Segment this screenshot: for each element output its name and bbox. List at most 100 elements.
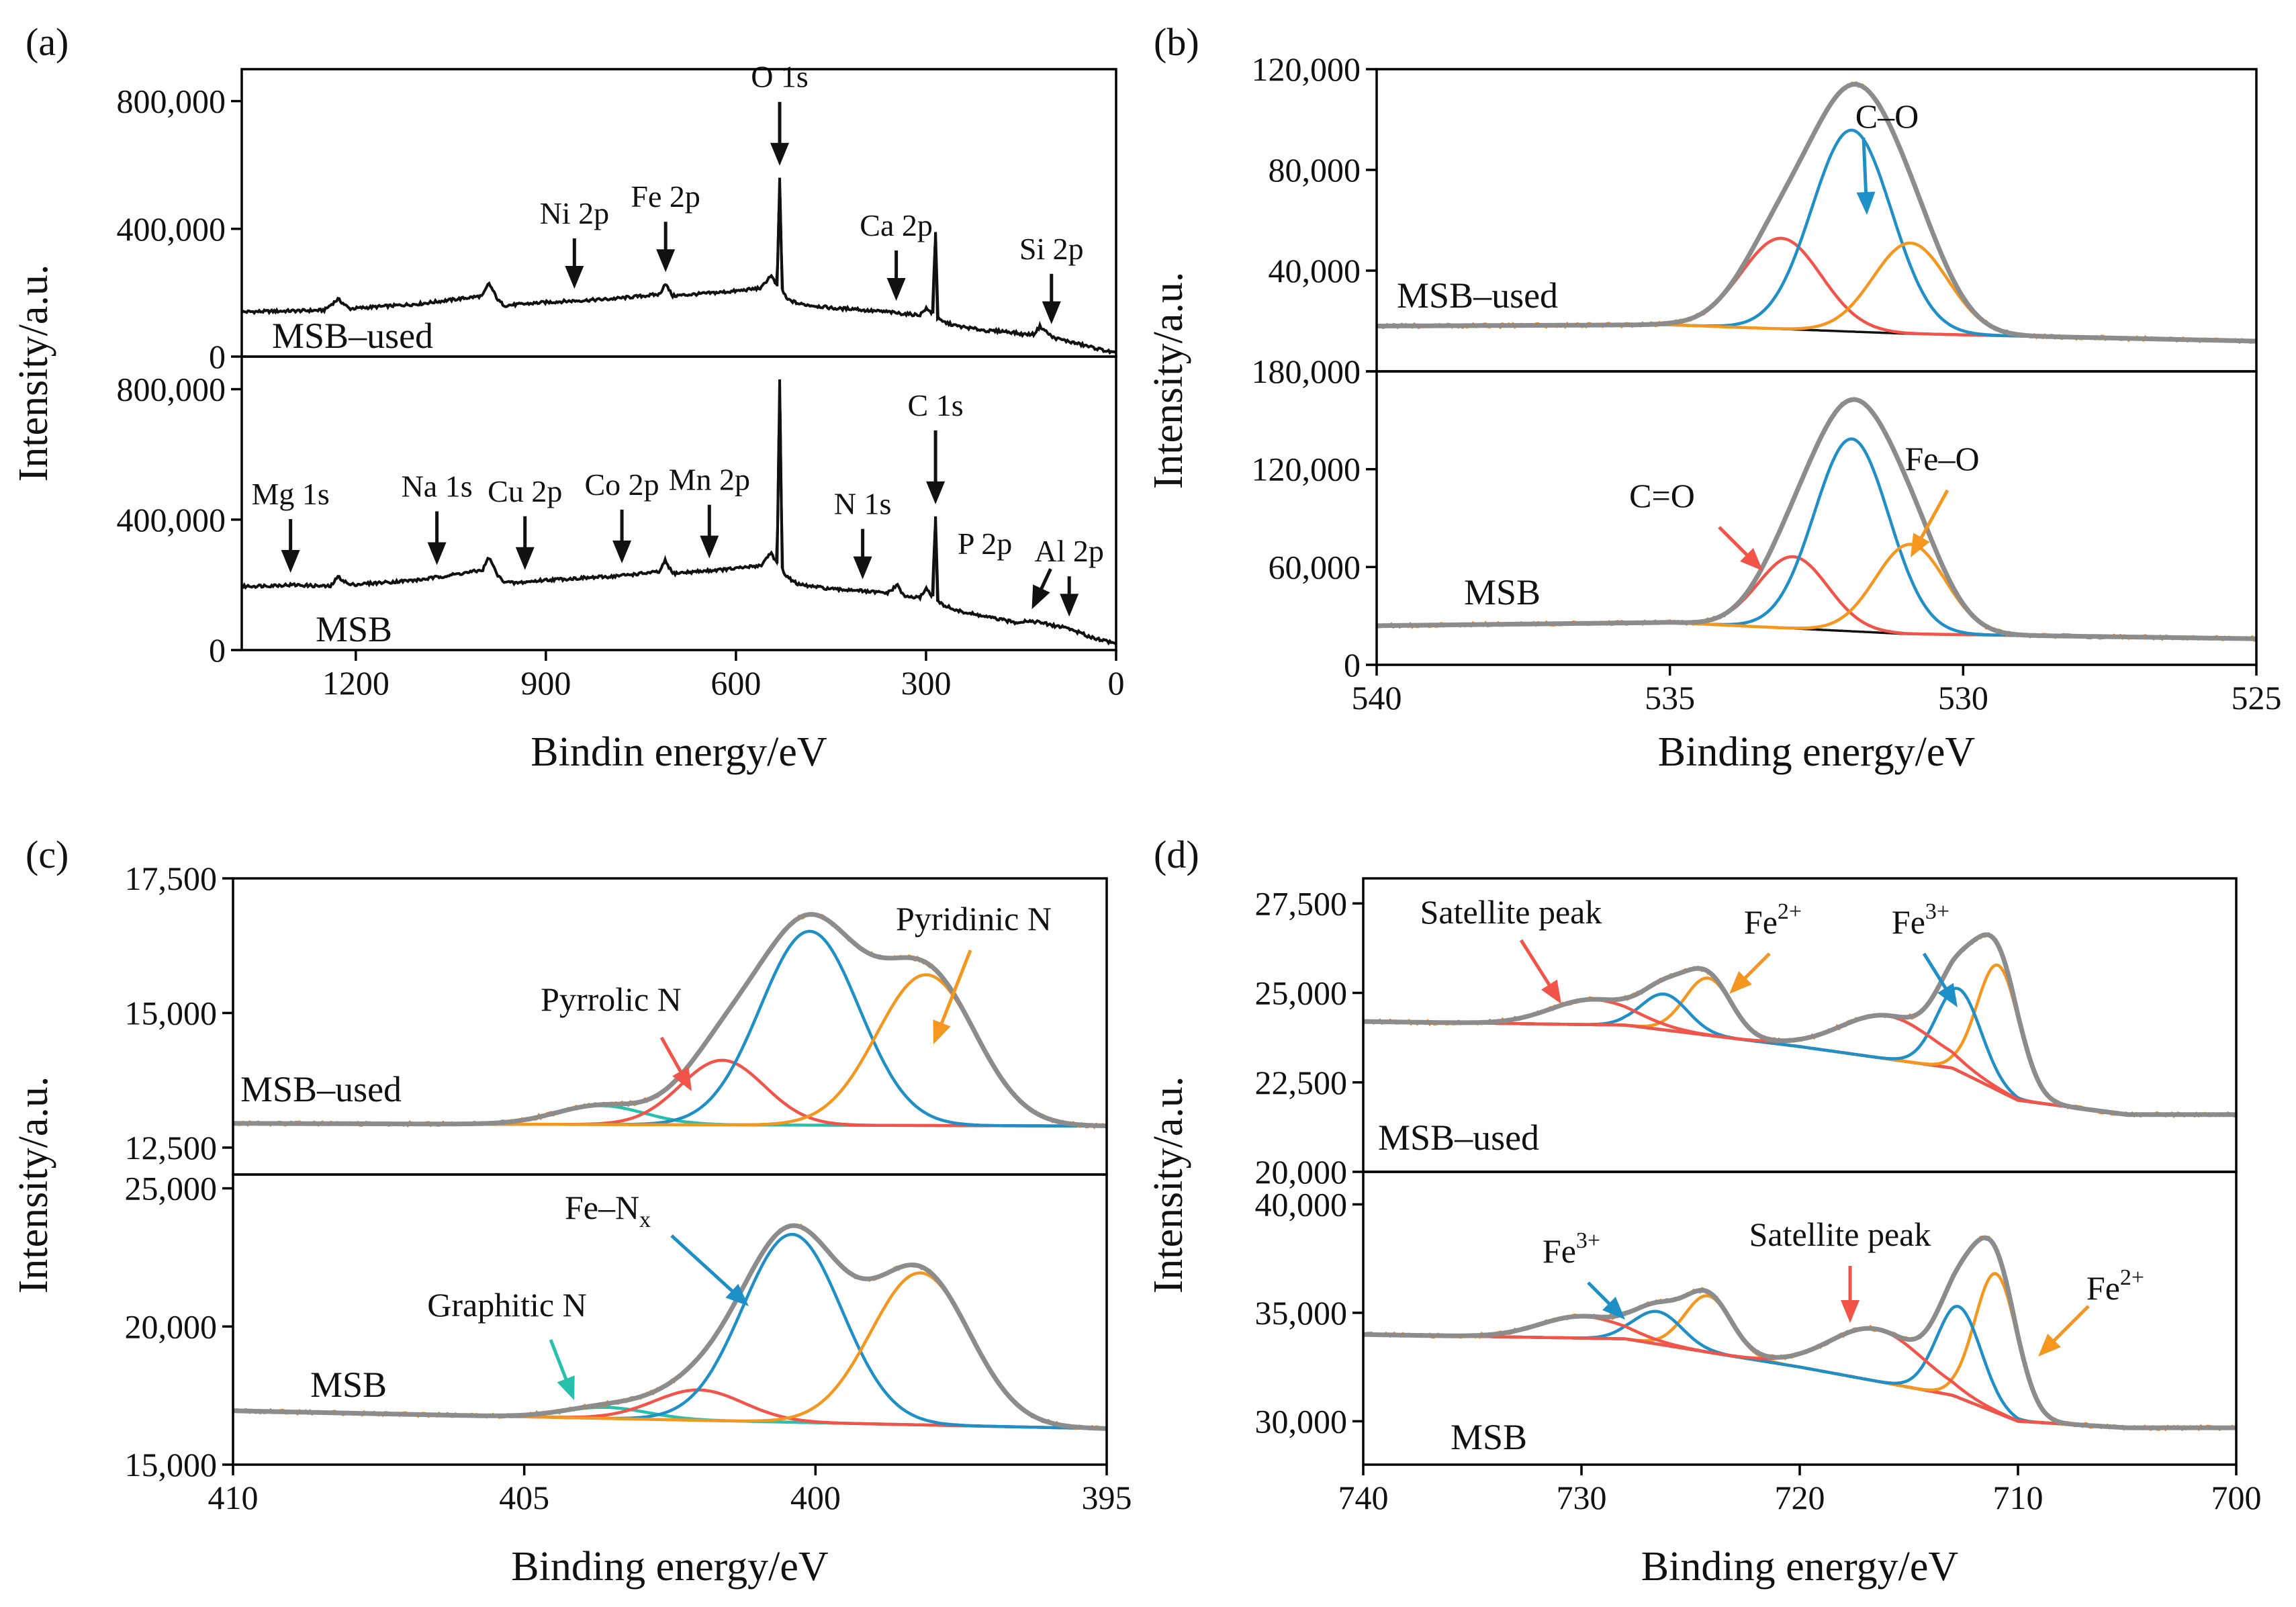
- y-tick-label: 25,000: [1255, 974, 1348, 1012]
- peak-label: N 1s: [834, 487, 892, 521]
- peak-label: C–O: [1855, 97, 1919, 135]
- sample-label: MSB–used: [1397, 275, 1558, 316]
- y-tick-label: 80,000: [1269, 151, 1361, 189]
- peak-label: Fe–O: [1904, 440, 1979, 477]
- x-tick-label: 300: [901, 664, 951, 702]
- peak-label: Na 1s: [402, 469, 473, 504]
- y-axis-label: Intensity/a.u.: [11, 1076, 56, 1294]
- peak-label: Al 2p: [1034, 534, 1104, 568]
- panel-label: (b): [1154, 20, 1199, 64]
- raw-data-line: [1363, 931, 2236, 1119]
- y-tick-label: 40,000: [1255, 1185, 1348, 1223]
- peak-label: Cu 2p: [488, 474, 562, 508]
- plot-frame: [240, 355, 1117, 651]
- x-axis-label: Binding energy/eV: [1658, 729, 1976, 775]
- peak-label: Fe 2p: [631, 179, 700, 214]
- arrow-line: [670, 1234, 740, 1299]
- arrow-head: [1541, 979, 1561, 1004]
- x-tick-label: 700: [2211, 1479, 2262, 1516]
- peak-label: Ni 2p: [540, 196, 610, 230]
- peak-label: Fe–Nx: [565, 1189, 651, 1232]
- panel-label: (c): [26, 833, 68, 876]
- peak-label: P 2p: [958, 526, 1012, 561]
- fit-component-satellite-2p1-2-: [1363, 998, 2236, 1116]
- plot-area: [1377, 81, 2256, 345]
- plot-area: [1363, 931, 2236, 1119]
- x-tick-label: 405: [499, 1479, 549, 1516]
- y-tick-label: 15,000: [125, 1446, 218, 1483]
- x-tick-label: 530: [1938, 679, 1988, 717]
- plot-area: [233, 912, 1107, 1130]
- arrow-head: [1937, 982, 1958, 1007]
- arrow-line: [1915, 489, 1949, 547]
- subplot-msb: 15,000 20,000 25,000 MSB Fe–Nx Graphitic N: [125, 1170, 1108, 1483]
- subplot-msb-used: 0 40,000 80,000 120,000 MSB–used C–O: [1252, 50, 2258, 390]
- y-tick-label: 40,000: [1269, 252, 1361, 289]
- y-tick-label: 25,000: [125, 1170, 218, 1207]
- x-tick-label: 1200: [322, 664, 389, 702]
- sample-label: MSB–used: [240, 1069, 402, 1109]
- fit-component-fe3-2p3-2-: [1363, 986, 2236, 1116]
- y-axis-label: Intensity/a.u.: [1146, 1076, 1191, 1294]
- panel-label: (d): [1154, 833, 1199, 876]
- panel-label: (a): [26, 20, 68, 64]
- x-tick-label: 0: [1108, 664, 1125, 702]
- subplot-msb-used: 20,000 22,500 25,000 27,500 MSB–used Satellit…: [1255, 877, 2238, 1191]
- peak-label: Si 2p: [1019, 232, 1084, 266]
- label-superscript: 2+: [1778, 899, 1802, 924]
- plot-area: [1377, 396, 2256, 643]
- peak-label: Mn 2p: [669, 463, 750, 497]
- peak-label: O 1s: [751, 60, 809, 94]
- arrow-line: [936, 950, 972, 1033]
- subplot-msb: 30,000 35,000 40,000 MSB Fe3+ Satellite peak F…: [1255, 1170, 2238, 1466]
- arrow-head: [612, 540, 632, 563]
- arrow-head: [1031, 584, 1050, 610]
- sample-label: MSB–used: [272, 316, 433, 356]
- x-tick-label: 710: [1993, 1479, 2044, 1516]
- sample-label: MSB: [1464, 572, 1541, 612]
- survey-line: [240, 410, 1117, 646]
- panel-b: (b) 0 40,000 80,000 120,000 MSB–used C–O 0 60,00…: [1146, 20, 2282, 775]
- label-subscript: x: [639, 1207, 651, 1232]
- fit-component-fe3-2p1-2-: [1363, 992, 2236, 1116]
- arrow-head: [1602, 1297, 1625, 1320]
- survey-peak: [776, 177, 784, 290]
- sample-label: MSB: [1451, 1417, 1527, 1457]
- survey-peak: [776, 379, 784, 569]
- arrow-head: [1042, 301, 1061, 324]
- x-tick-label: 400: [790, 1479, 841, 1516]
- arrow-head: [1729, 971, 1752, 994]
- y-tick-label: 180,000: [1252, 353, 1361, 390]
- y-tick-label: 400,000: [117, 210, 226, 248]
- y-tick-label: 800,000: [117, 83, 226, 120]
- subplot-msb: 0 400,000 800,000 MSB Mg 1s Na 1s Cu 2p Co 2p Mn…: [117, 355, 1117, 669]
- peak-label: Pyridinic N: [896, 900, 1052, 937]
- y-tick-label: 0: [1344, 646, 1361, 684]
- y-tick-label: 22,500: [1255, 1064, 1348, 1101]
- x-tick-label: 730: [1557, 1479, 1607, 1516]
- plot-frame: [1375, 370, 2258, 666]
- peak-label: C 1s: [908, 388, 964, 422]
- sample-label: MSB: [316, 609, 392, 649]
- x-axis-label: Binding energy/eV: [511, 1544, 829, 1590]
- plot-frame: [232, 1173, 1108, 1466]
- y-axis-label: Intensity/a.u.: [1146, 272, 1191, 490]
- panel-a: (a) 0 400,000 800,000 MSB–used O 1s Ni 2p Fe 2p…: [11, 20, 1125, 775]
- arrow-head: [725, 1283, 749, 1306]
- fit-component-satellite-2p3-2-: [1363, 1013, 2236, 1116]
- arrow-line: [1862, 137, 1868, 202]
- y-tick-label: 20,000: [1255, 1153, 1348, 1191]
- arrow-head: [1740, 548, 1763, 571]
- y-tick-label: 30,000: [1255, 1402, 1348, 1440]
- fit-component-fe2-2p1-2-: [1363, 1294, 2236, 1430]
- y-tick-label: 0: [209, 338, 226, 375]
- y-tick-label: 12,500: [125, 1129, 218, 1166]
- peak-label: Fe2+: [2086, 1265, 2144, 1307]
- x-axis-label: Binding energy/eV: [1641, 1544, 1959, 1590]
- label-superscript: 3+: [1925, 899, 1949, 924]
- peak-label: C=O: [1629, 477, 1695, 514]
- peak-label: Co 2p: [584, 467, 659, 502]
- y-axis-label: Intensity/a.u.: [11, 265, 56, 482]
- label-superscript: 2+: [2120, 1265, 2144, 1290]
